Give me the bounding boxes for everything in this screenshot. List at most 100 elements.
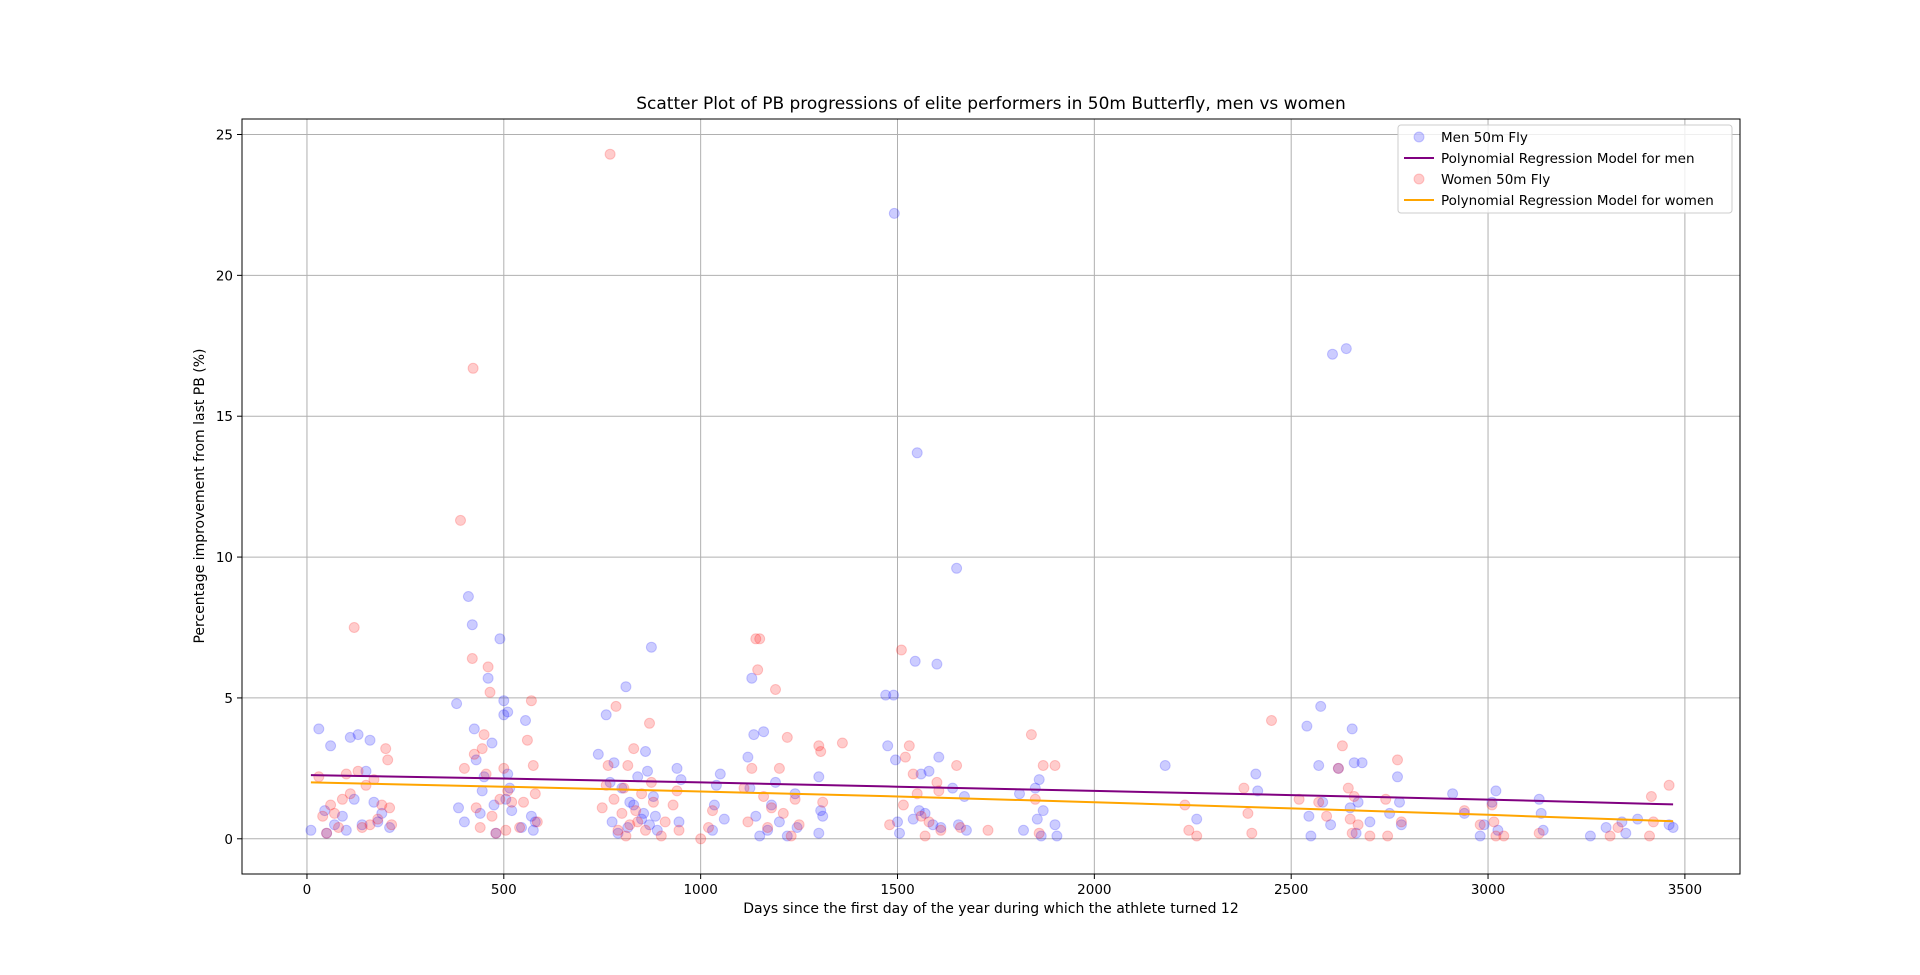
men-data-point bbox=[817, 810, 829, 822]
men-data-point bbox=[1191, 813, 1203, 825]
men-data-point bbox=[482, 672, 494, 684]
men-data-point bbox=[372, 816, 384, 828]
x-tick-label: 3000 bbox=[1471, 882, 1505, 898]
women-data-point bbox=[647, 796, 659, 808]
women-data-point bbox=[527, 760, 539, 771]
women-data-point bbox=[1352, 819, 1364, 831]
women-data-point bbox=[364, 819, 376, 831]
men-data-point bbox=[1600, 822, 1612, 833]
women-data-point bbox=[1344, 813, 1356, 825]
women-data-point bbox=[380, 743, 392, 755]
men-data-point bbox=[340, 824, 352, 836]
men-data-point bbox=[927, 819, 939, 831]
men-data-point bbox=[356, 819, 368, 831]
men-data-point bbox=[915, 768, 927, 780]
men-data-point bbox=[1492, 824, 1504, 836]
women-data-point bbox=[348, 622, 360, 633]
plot-area-frame bbox=[241, 118, 1741, 875]
men-data-point bbox=[329, 819, 340, 831]
men-data-point bbox=[1394, 796, 1405, 808]
men-data-point bbox=[931, 658, 943, 670]
chart-title: Scatter Plot of PB progressions of elite… bbox=[636, 94, 1346, 114]
men-data-point bbox=[649, 810, 661, 822]
women-data-point bbox=[817, 796, 829, 808]
women-data-point bbox=[336, 793, 348, 805]
women-data-point bbox=[632, 816, 644, 828]
men-data-point bbox=[622, 822, 634, 833]
women-data-point bbox=[781, 731, 793, 743]
women-data-point bbox=[455, 514, 466, 526]
women-data-point bbox=[742, 816, 754, 828]
men-data-point bbox=[960, 824, 972, 836]
men-data-point bbox=[1250, 768, 1262, 780]
men-data-point bbox=[478, 771, 490, 783]
women-data-point bbox=[659, 816, 671, 828]
women-data-point bbox=[923, 816, 935, 828]
women-scatter-series bbox=[313, 148, 1675, 845]
men-data-point bbox=[494, 633, 506, 645]
men-data-point bbox=[888, 689, 900, 701]
men-data-point bbox=[488, 799, 500, 811]
men-data-point bbox=[458, 816, 470, 828]
men-data-point bbox=[892, 816, 903, 828]
women-data-point bbox=[616, 807, 628, 819]
men-data-point bbox=[451, 698, 463, 710]
legend-women-label: Women 50m Fly bbox=[1441, 172, 1550, 188]
x-tick-label: 0 bbox=[303, 882, 312, 898]
women-data-point bbox=[498, 762, 510, 774]
women-data-point bbox=[667, 799, 679, 811]
women-data-point bbox=[630, 805, 642, 817]
men-data-point bbox=[766, 799, 777, 811]
women-data-point bbox=[470, 802, 482, 814]
regression-lines bbox=[310, 774, 1674, 823]
men-data-point bbox=[1474, 830, 1486, 842]
men-data-point bbox=[770, 776, 781, 788]
y-tick-label: 15 bbox=[216, 409, 233, 425]
women-data-point bbox=[793, 819, 805, 831]
women-data-point bbox=[468, 748, 480, 760]
women-data-point bbox=[899, 751, 911, 763]
women-data-point bbox=[785, 830, 797, 842]
women-data-point bbox=[490, 827, 502, 839]
women-data-point bbox=[628, 743, 640, 755]
x-tick-label: 1500 bbox=[880, 882, 914, 898]
women-data-point bbox=[1392, 754, 1403, 766]
women-data-point bbox=[458, 762, 470, 774]
women-data-point bbox=[836, 737, 848, 749]
men-data-point bbox=[1356, 757, 1368, 769]
women-data-point bbox=[340, 768, 352, 780]
x-tick-label: 3500 bbox=[1668, 882, 1702, 898]
x-tick-label: 1000 bbox=[683, 882, 717, 898]
women-data-point bbox=[1533, 827, 1545, 839]
women-data-point bbox=[467, 362, 479, 374]
men-data-point bbox=[671, 762, 683, 774]
men-data-point bbox=[913, 805, 925, 817]
women-data-point bbox=[907, 768, 919, 780]
women-data-point bbox=[506, 796, 518, 808]
men-data-point bbox=[462, 591, 474, 602]
men-data-point bbox=[1364, 816, 1376, 828]
men-data-point bbox=[319, 805, 331, 817]
women-data-point bbox=[1183, 824, 1195, 836]
men-data-point bbox=[644, 819, 655, 831]
women-data-point bbox=[518, 796, 529, 808]
men-data-point bbox=[911, 447, 923, 459]
women-data-point bbox=[1313, 796, 1325, 808]
women-data-point bbox=[602, 760, 614, 771]
women-data-point bbox=[1486, 799, 1498, 811]
men-data-point bbox=[773, 816, 785, 828]
women-data-point bbox=[695, 833, 707, 845]
men-data-point bbox=[474, 807, 486, 819]
men-data-point bbox=[1049, 819, 1061, 831]
women-data-point bbox=[815, 746, 827, 757]
women-data-point bbox=[1498, 830, 1510, 842]
men-data-point bbox=[520, 715, 531, 726]
women-data-point bbox=[494, 793, 506, 805]
men-data-point bbox=[880, 689, 892, 701]
women-data-point bbox=[325, 799, 337, 811]
women-data-point bbox=[333, 822, 344, 833]
women-data-point bbox=[789, 793, 801, 805]
men-data-point bbox=[384, 822, 396, 833]
women-data-point bbox=[1382, 830, 1394, 842]
women-data-point bbox=[372, 813, 384, 825]
